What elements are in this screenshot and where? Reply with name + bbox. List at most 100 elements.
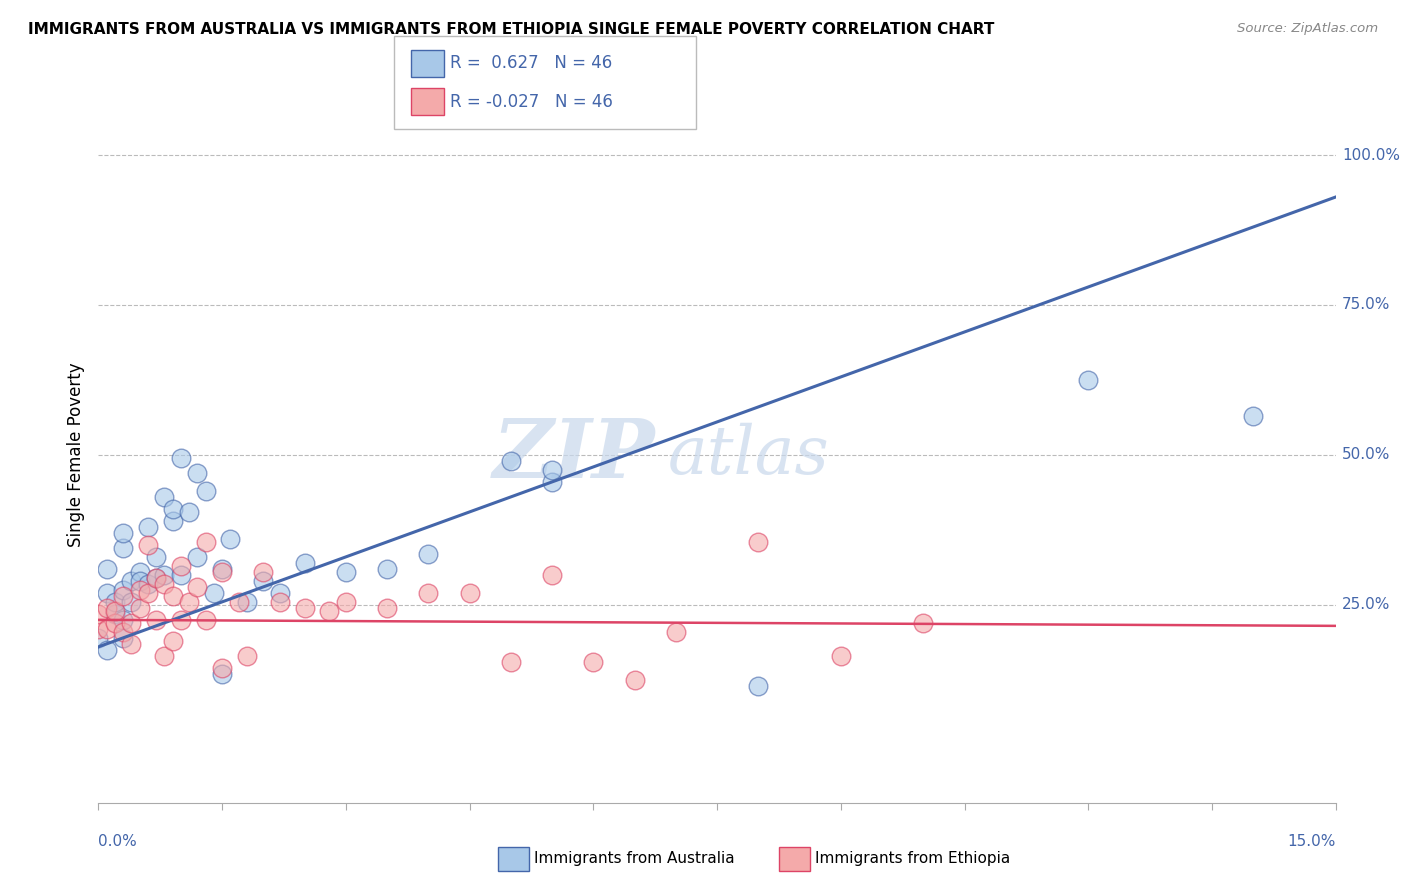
Point	[418, 547, 440, 561]
Point	[162, 633, 184, 648]
Text: 15.0%: 15.0%	[1288, 834, 1336, 849]
Point	[112, 582, 135, 597]
Point	[145, 571, 167, 585]
Point	[153, 577, 176, 591]
Point	[186, 466, 208, 480]
Point	[228, 595, 250, 609]
Point	[179, 595, 201, 609]
Point	[194, 613, 217, 627]
Point	[112, 624, 135, 639]
Point	[1077, 373, 1099, 387]
Point	[87, 607, 110, 621]
Point	[219, 532, 242, 546]
Text: atlas: atlas	[668, 422, 830, 488]
Text: ZIP: ZIP	[492, 415, 655, 495]
Text: R = -0.027   N = 46: R = -0.027 N = 46	[450, 93, 613, 111]
Point	[211, 661, 233, 675]
Point	[104, 607, 127, 621]
Point	[145, 571, 167, 585]
Point	[153, 490, 176, 504]
Point	[145, 549, 167, 564]
Point	[120, 615, 142, 630]
Point	[96, 643, 118, 657]
Point	[194, 534, 217, 549]
Text: Source: ZipAtlas.com: Source: ZipAtlas.com	[1237, 22, 1378, 36]
Point	[128, 600, 150, 615]
Point	[335, 565, 357, 579]
Text: 50.0%: 50.0%	[1341, 448, 1391, 462]
Point	[136, 538, 159, 552]
Point	[375, 600, 398, 615]
Text: 0.0%: 0.0%	[98, 834, 138, 849]
Point	[236, 648, 259, 663]
Point	[136, 577, 159, 591]
Point	[318, 604, 340, 618]
Y-axis label: Single Female Poverty: Single Female Poverty	[66, 363, 84, 547]
Point	[252, 565, 274, 579]
Point	[112, 589, 135, 603]
Point	[120, 595, 142, 609]
Point	[499, 454, 522, 468]
Point	[112, 525, 135, 540]
Text: Immigrants from Australia: Immigrants from Australia	[534, 852, 735, 866]
Point	[541, 463, 564, 477]
Point	[153, 648, 176, 663]
Point	[499, 655, 522, 669]
Point	[96, 562, 118, 576]
Point	[128, 574, 150, 588]
Point	[458, 586, 481, 600]
Point	[96, 600, 118, 615]
Point	[128, 582, 150, 597]
Point	[269, 595, 291, 609]
Point	[87, 631, 110, 645]
Point	[145, 613, 167, 627]
Point	[194, 483, 217, 498]
Text: IMMIGRANTS FROM AUSTRALIA VS IMMIGRANTS FROM ETHIOPIA SINGLE FEMALE POVERTY CORR: IMMIGRANTS FROM AUSTRALIA VS IMMIGRANTS …	[28, 22, 994, 37]
Point	[375, 562, 398, 576]
Point	[582, 655, 605, 669]
Point	[186, 549, 208, 564]
Point	[665, 624, 688, 639]
Point	[136, 520, 159, 534]
Point	[96, 622, 118, 636]
Point	[202, 586, 225, 600]
Point	[162, 502, 184, 516]
Point	[1241, 409, 1264, 423]
Text: 25.0%: 25.0%	[1341, 598, 1391, 613]
Point	[236, 595, 259, 609]
Point	[104, 615, 127, 630]
Text: Immigrants from Ethiopia: Immigrants from Ethiopia	[815, 852, 1011, 866]
Point	[912, 615, 935, 630]
Point	[541, 475, 564, 489]
Point	[128, 565, 150, 579]
Point	[112, 613, 135, 627]
Point	[418, 586, 440, 600]
Point	[162, 589, 184, 603]
Point	[170, 450, 193, 465]
Point	[294, 600, 316, 615]
Point	[112, 631, 135, 645]
Point	[747, 534, 769, 549]
Point	[211, 666, 233, 681]
Point	[335, 595, 357, 609]
Point	[252, 574, 274, 588]
Point	[747, 679, 769, 693]
Point	[170, 567, 193, 582]
Point	[170, 558, 193, 573]
Point	[104, 595, 127, 609]
Point	[136, 586, 159, 600]
Point	[162, 514, 184, 528]
Point	[112, 541, 135, 555]
Point	[211, 562, 233, 576]
Point	[541, 567, 564, 582]
Point	[120, 574, 142, 588]
Text: 75.0%: 75.0%	[1341, 297, 1391, 312]
Point	[96, 586, 118, 600]
Point	[211, 565, 233, 579]
Text: 100.0%: 100.0%	[1341, 147, 1400, 162]
Text: R =  0.627   N = 46: R = 0.627 N = 46	[450, 54, 612, 72]
Point	[104, 604, 127, 618]
Point	[623, 673, 645, 687]
Point	[120, 637, 142, 651]
Point	[269, 586, 291, 600]
